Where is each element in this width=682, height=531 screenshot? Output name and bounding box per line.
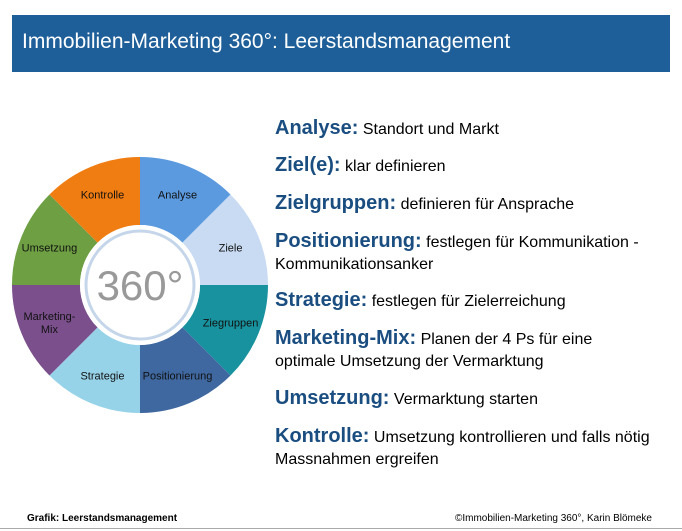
wheel-segment-ziegruppen <box>182 285 268 376</box>
wheel-segment-label: Marketing-Mix <box>23 311 75 336</box>
item-heading: Analyse: <box>275 117 359 139</box>
item-text: Vermarktung starten <box>393 391 538 408</box>
item-marketing-mix: Marketing-Mix: Planen der 4 Ps für eine … <box>275 327 655 373</box>
wheel-segment-label: Ziele <box>219 242 243 254</box>
footer-caption: Grafik: Leerstandsmanagement <box>27 513 178 524</box>
item-umsetzung: Umsetzung: Vermarktung starten <box>275 387 675 411</box>
wheel-segment-label: Strategie <box>80 371 124 383</box>
wheel-segment-strategie <box>49 327 140 413</box>
wheel-segment-marketingmix <box>12 285 98 376</box>
wheel-segment-label: Positionierung <box>143 371 213 383</box>
item-analyse: Analyse: Standort und Markt <box>275 117 675 141</box>
item-ziele: Ziel(e): klar definieren <box>275 154 675 178</box>
item-positionierung: Positionierung: festlegen für Kommunikat… <box>275 230 645 276</box>
item-strategie: Strategie: festlegen für Zielerreichung <box>275 289 675 313</box>
wheel-segment-positionierung <box>140 327 231 413</box>
page-title: Immobilien-Marketing 360°: Leerstandsman… <box>22 30 511 53</box>
wheel-segment-label: Analyse <box>158 189 197 201</box>
item-heading: Kontrolle: <box>275 425 370 447</box>
item-text: festlegen für Kommunikation - Kommunikat… <box>275 234 639 273</box>
item-heading: Umsetzung: <box>275 387 390 409</box>
item-text: Umsetzung kontrollieren und falls nötig … <box>275 429 650 468</box>
wheel-segment-kontrolle <box>49 157 140 243</box>
footer-divider <box>0 528 682 529</box>
wheel-segment-label: Kontrolle <box>81 189 124 201</box>
wheel-center-label: 360° <box>97 262 184 309</box>
item-heading: Zielgruppen: <box>275 192 397 214</box>
item-zielgruppen: Zielgruppen: definieren für Ansprache <box>275 192 675 216</box>
marketing-360-wheel: Analyse Ziele Ziegruppen Positionierung Stra… <box>12 157 268 413</box>
item-heading: Strategie: <box>275 289 368 311</box>
item-text: definieren für Ansprache <box>400 196 575 213</box>
title-bar: Immobilien-Marketing 360°: Leerstandsman… <box>12 15 670 72</box>
wheel-segment-umsetzung <box>12 194 98 285</box>
item-heading: Marketing-Mix: <box>275 327 417 349</box>
item-text: klar definieren <box>345 158 446 175</box>
item-text: Standort und Markt <box>362 121 499 138</box>
item-text: Planen der 4 Ps für eine optimale Umsetz… <box>275 331 593 370</box>
item-heading: Ziel(e): <box>275 154 341 176</box>
wheel-segment-label: Ziegruppen <box>203 318 259 330</box>
item-heading: Positionierung: <box>275 230 422 252</box>
wheel-segment-ziele <box>182 194 268 285</box>
item-text: festlegen für Zielerreichung <box>371 293 566 310</box>
cycle-arrow-ring <box>84 229 196 341</box>
footer-copyright: ©Immobilien-Marketing 360°, Karin Blömek… <box>454 513 652 524</box>
wheel-segment-label: Umsetzung <box>22 242 78 254</box>
item-kontrolle: Kontrolle: Umsetzung kontrollieren und f… <box>275 425 660 471</box>
wheel-segment-analyse <box>140 157 231 243</box>
wheel-center <box>80 225 200 345</box>
